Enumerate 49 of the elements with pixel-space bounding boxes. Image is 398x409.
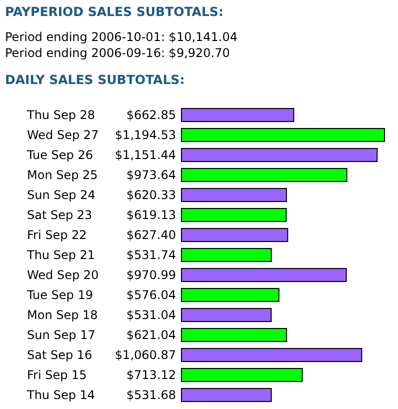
chart-subtitle: DAILY SALES SUBTOTALS: — [5, 72, 185, 87]
bar — [181, 248, 272, 262]
bar — [181, 348, 362, 362]
y-tick-label: Sun Sep 24 — [27, 188, 96, 202]
data-label: $531.68 — [126, 388, 176, 402]
bar — [181, 148, 378, 162]
data-label: $713.12 — [126, 368, 176, 382]
data-label: $627.40 — [126, 228, 176, 242]
y-tick-label: Wed Sep 20 — [27, 268, 99, 282]
bar — [181, 188, 287, 202]
data-label: $621.04 — [126, 328, 176, 342]
bar — [181, 368, 303, 382]
data-label: $620.33 — [126, 188, 176, 202]
data-label: $973.64 — [126, 168, 176, 182]
bar — [181, 228, 288, 242]
bar — [181, 128, 385, 142]
data-label: $619.13 — [126, 208, 176, 222]
bar — [181, 168, 348, 182]
bar — [181, 288, 280, 302]
bar — [181, 208, 287, 222]
y-tick-label: Thu Sep 21 — [26, 248, 96, 262]
data-label: $576.04 — [126, 288, 176, 302]
y-tick-label: Thu Sep 28 — [26, 108, 96, 122]
data-label: $1,060.87 — [114, 348, 176, 362]
bar — [181, 328, 288, 342]
y-tick-label: Sat Sep 23 — [27, 208, 92, 222]
text: Period ending 2006-10-01: $10,141.04 — [5, 30, 238, 44]
text: Period ending 2006-09-16: $9,920.70 — [5, 46, 230, 60]
data-label: $531.04 — [126, 308, 176, 322]
bar — [181, 308, 272, 322]
y-tick-label: Mon Sep 25 — [27, 168, 98, 182]
data-label: $1,151.44 — [114, 148, 176, 162]
data-label: $662.85 — [126, 108, 176, 122]
y-tick-label: Thu Sep 14 — [26, 388, 96, 402]
y-tick-label: Mon Sep 18 — [27, 308, 98, 322]
y-tick-label: Sun Sep 17 — [27, 328, 96, 342]
y-tick-label: Wed Sep 27 — [27, 128, 99, 142]
y-tick-label: Tue Sep 26 — [26, 148, 94, 162]
y-tick-label: Sat Sep 16 — [27, 348, 92, 362]
y-tick-label: Tue Sep 19 — [26, 288, 94, 302]
y-tick-label: Fri Sep 15 — [27, 368, 87, 382]
data-label: $1,194.53 — [114, 128, 176, 142]
bar — [181, 268, 347, 282]
data-label: $531.74 — [126, 248, 176, 262]
bar — [181, 388, 272, 402]
y-tick-label: Fri Sep 22 — [27, 228, 87, 242]
bar — [181, 108, 294, 122]
chart-title: PAYPERIOD SALES SUBTOTALS: — [5, 4, 224, 19]
data-label: $970.99 — [126, 268, 176, 282]
